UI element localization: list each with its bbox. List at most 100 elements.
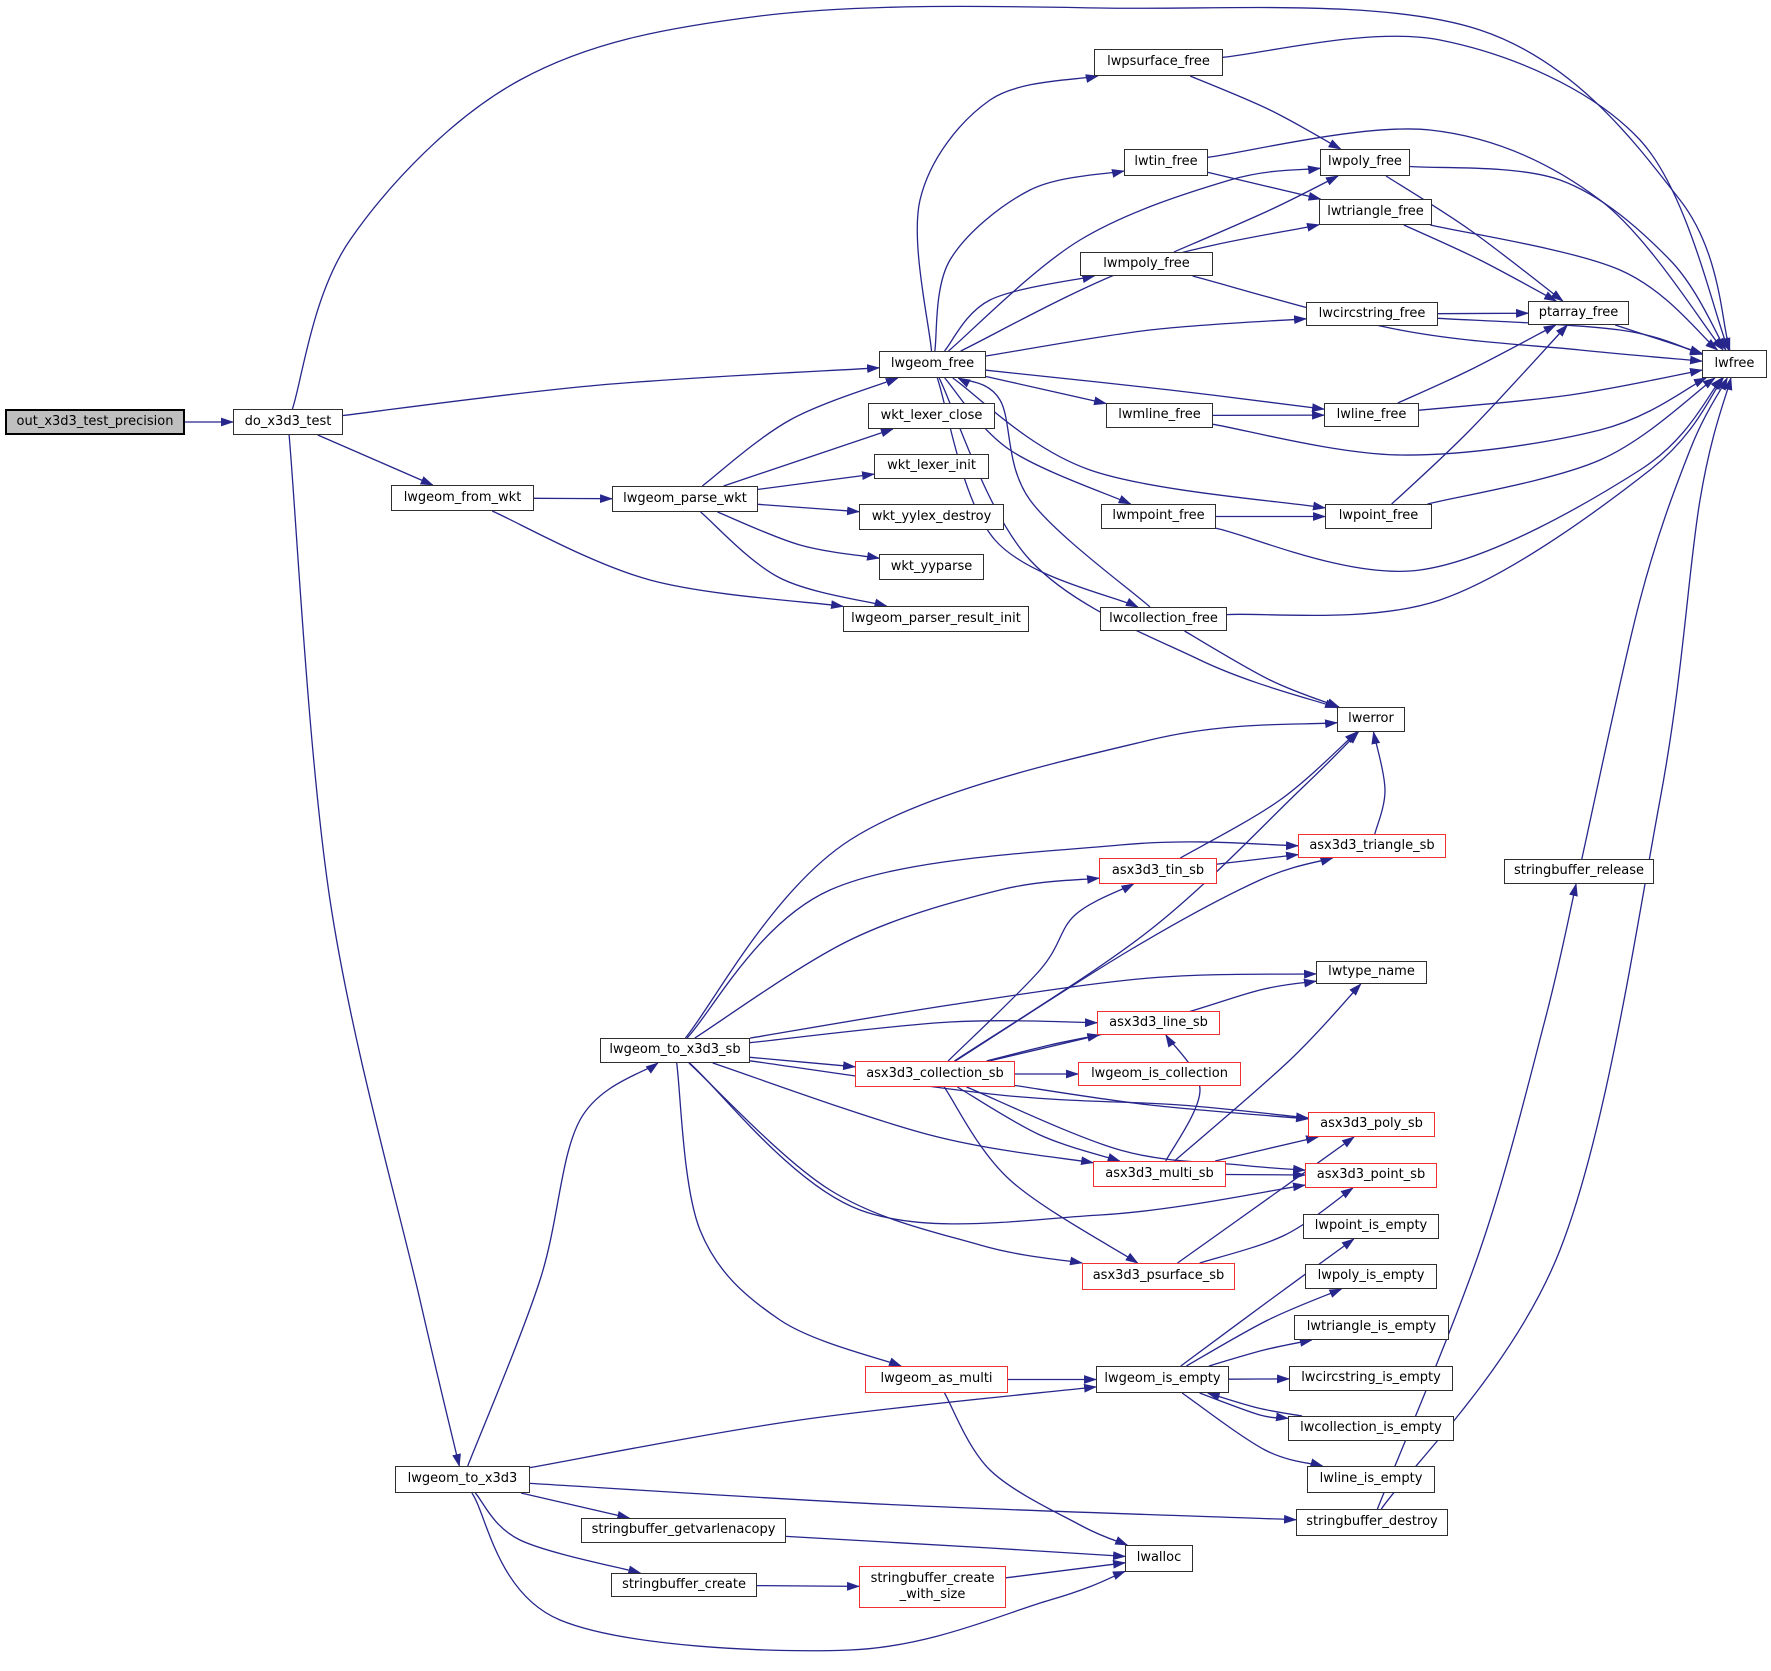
node-label: stringbuffer_release bbox=[1513, 863, 1644, 879]
edge-lwgeom_parse_wkt-wkt_lexer_init bbox=[757, 471, 876, 491]
edge-do_x3d3_test-lwfree bbox=[291, 5, 1731, 410]
node-lwline_free[interactable]: lwline_free bbox=[1324, 403, 1419, 427]
node-lwgeom_is_collection[interactable]: lwgeom_is_collection bbox=[1078, 1062, 1241, 1086]
node-asx3d3_collection_sb[interactable]: asx3d3_collection_sb bbox=[855, 1061, 1015, 1087]
node-lwgeom_free[interactable]: lwgeom_free bbox=[879, 351, 986, 378]
node-lwtype_name[interactable]: lwtype_name bbox=[1316, 961, 1427, 984]
edge-lwgeom_to_x3d3-lwgeom_to_x3d3_sb bbox=[467, 1062, 659, 1467]
node-lwgeom_parser_result_init[interactable]: lwgeom_parser_result_init bbox=[843, 606, 1029, 632]
node-lwpoly_free[interactable]: lwpoly_free bbox=[1320, 149, 1410, 176]
node-ptarray_free[interactable]: ptarray_free bbox=[1528, 301, 1629, 325]
edge-stringbuffer_create-stringbuffer_create_with_size bbox=[756, 1581, 861, 1591]
node-lwgeom_parse_wkt[interactable]: lwgeom_parse_wkt bbox=[612, 486, 758, 512]
edge-asx3d3_psurface_sb-asx3d3_point_sb bbox=[1199, 1187, 1354, 1264]
node-label: wkt_yyparse bbox=[890, 558, 973, 574]
node-lwtriangle_is_empty[interactable]: lwtriangle_is_empty bbox=[1294, 1315, 1449, 1340]
node-stringbuffer_getvarlenacopy[interactable]: stringbuffer_getvarlenacopy bbox=[581, 1518, 786, 1543]
node-asx3d3_tin_sb[interactable]: asx3d3_tin_sb bbox=[1099, 858, 1217, 884]
node-do_x3d3_test[interactable]: do_x3d3_test bbox=[233, 409, 343, 435]
node-label: stringbuffer_destroy bbox=[1306, 1514, 1438, 1530]
node-lwline_is_empty[interactable]: lwline_is_empty bbox=[1307, 1466, 1435, 1493]
edge-stringbuffer_destroy-stringbuffer_release bbox=[1376, 882, 1578, 1510]
edge-lwline_free-lwfree bbox=[1418, 368, 1704, 411]
node-label: lwmpoint_free bbox=[1112, 508, 1205, 524]
node-label: lwcircstring_is_empty bbox=[1301, 1370, 1441, 1386]
edge-stringbuffer_getvarlenacopy-lwalloc bbox=[785, 1535, 1127, 1561]
edge-do_x3d3_test-lwgeom_to_x3d3 bbox=[288, 434, 461, 1468]
edge-lwgeom_free-lwtin_free bbox=[934, 169, 1126, 352]
node-label: lwgeom_free bbox=[890, 356, 975, 372]
node-lwcircstring_is_empty[interactable]: lwcircstring_is_empty bbox=[1289, 1366, 1453, 1391]
node-label: lwerror bbox=[1348, 711, 1394, 727]
edge-asx3d3_triangle_sb-lwerror bbox=[1371, 730, 1386, 835]
edge-lwgeom_to_x3d3_sb-lwerror bbox=[684, 719, 1339, 1039]
node-stringbuffer_create[interactable]: stringbuffer_create bbox=[611, 1573, 757, 1597]
edge-lwgeom_from_wkt-lwgeom_parser_result_init bbox=[491, 510, 845, 610]
edge-lwgeom_free-lwcircstring_free bbox=[985, 315, 1308, 357]
node-wkt_lexer_init[interactable]: wkt_lexer_init bbox=[874, 454, 989, 479]
edge-asx3d3_psurface_sb-asx3d3_poly_sb bbox=[1177, 1136, 1355, 1264]
node-lwcollection_free[interactable]: lwcollection_free bbox=[1100, 607, 1227, 631]
node-lwmpoly_free[interactable]: lwmpoly_free bbox=[1080, 252, 1213, 276]
node-stringbuffer_create_with_size[interactable]: stringbuffer_create _with_size bbox=[859, 1566, 1006, 1608]
node-asx3d3_psurface_sb[interactable]: asx3d3_psurface_sb bbox=[1082, 1263, 1235, 1290]
node-stringbuffer_destroy[interactable]: stringbuffer_destroy bbox=[1296, 1509, 1448, 1536]
node-lwgeom_from_wkt[interactable]: lwgeom_from_wkt bbox=[391, 485, 534, 511]
node-lwgeom_to_x3d3[interactable]: lwgeom_to_x3d3 bbox=[395, 1466, 530, 1493]
node-lwerror[interactable]: lwerror bbox=[1337, 707, 1405, 732]
node-asx3d3_multi_sb[interactable]: asx3d3_multi_sb bbox=[1093, 1161, 1226, 1187]
edge-lwmpoly_free-lwpoly_free bbox=[1173, 175, 1339, 253]
node-lwmpoint_free[interactable]: lwmpoint_free bbox=[1101, 504, 1216, 529]
node-lwtin_free[interactable]: lwtin_free bbox=[1124, 149, 1208, 176]
node-stringbuffer_release[interactable]: stringbuffer_release bbox=[1504, 859, 1654, 884]
node-wkt_lexer_close[interactable]: wkt_lexer_close bbox=[868, 403, 995, 429]
node-lwgeom_to_x3d3_sb[interactable]: lwgeom_to_x3d3_sb bbox=[600, 1038, 750, 1063]
node-label: ptarray_free bbox=[1538, 304, 1619, 320]
edge-lwgeom_parse_wkt-wkt_yylex_destroy bbox=[757, 503, 861, 516]
node-wkt_yyparse[interactable]: wkt_yyparse bbox=[879, 554, 984, 580]
node-asx3d3_triangle_sb[interactable]: asx3d3_triangle_sb bbox=[1298, 834, 1446, 858]
edge-lwgeom_to_x3d3_sb-asx3d3_tin_sb bbox=[694, 875, 1101, 1039]
edge-lwgeom_free-lwmpoly_free bbox=[944, 274, 1096, 352]
node-label: lwpoly_is_empty bbox=[1317, 1268, 1425, 1284]
edge-asx3d3_collection_sb-asx3d3_multi_sb bbox=[957, 1086, 1121, 1162]
node-asx3d3_line_sb[interactable]: asx3d3_line_sb bbox=[1097, 1011, 1220, 1035]
node-asx3d3_point_sb[interactable]: asx3d3_point_sb bbox=[1305, 1163, 1437, 1188]
node-asx3d3_poly_sb[interactable]: asx3d3_poly_sb bbox=[1308, 1112, 1435, 1137]
node-lwgeom_is_empty[interactable]: lwgeom_is_empty bbox=[1096, 1366, 1229, 1393]
edge-lwgeom_to_x3d3-stringbuffer_create bbox=[474, 1492, 642, 1575]
node-lwpoint_is_empty[interactable]: lwpoint_is_empty bbox=[1303, 1214, 1439, 1239]
edge-lwpoint_free-lwfree bbox=[1427, 377, 1716, 505]
edge-lwgeom_parse_wkt-lwgeom_free bbox=[701, 377, 899, 487]
edge-lwgeom_is_empty-lwline_is_empty bbox=[1181, 1392, 1324, 1468]
edge-asx3d3_tin_sb-lwerror bbox=[1179, 731, 1358, 859]
node-label: stringbuffer_create bbox=[622, 1576, 746, 1592]
node-wkt_yylex_destroy[interactable]: wkt_yylex_destroy bbox=[859, 504, 1004, 530]
node-lwpsurface_free[interactable]: lwpsurface_free bbox=[1094, 49, 1223, 76]
node-label: lwcollection_free bbox=[1109, 610, 1218, 626]
edge-lwtriangle_free-lwfree bbox=[1430, 224, 1719, 351]
edge-lwgeom_free-lwtriangle_free bbox=[960, 223, 1321, 352]
node-lwcollection_is_empty[interactable]: lwcollection_is_empty bbox=[1288, 1416, 1454, 1441]
node-lwpoint_free[interactable]: lwpoint_free bbox=[1325, 504, 1432, 529]
node-label: lwalloc bbox=[1136, 1550, 1182, 1566]
edge-lwgeom_to_x3d3_sb-asx3d3_collection_sb bbox=[749, 1056, 857, 1071]
node-out_x3d3_test_precision[interactable]: out_x3d3_test_precision bbox=[5, 409, 185, 435]
edge-lwgeom_free-lwmline_free bbox=[985, 375, 1108, 406]
edge-lwmpoly_free-lwfree bbox=[1192, 275, 1704, 365]
node-lwalloc[interactable]: lwalloc bbox=[1125, 1545, 1193, 1572]
node-label: lwtriangle_free bbox=[1327, 203, 1424, 219]
edge-asx3d3_collection_sb-lwerror bbox=[954, 731, 1360, 1062]
node-lwmline_free[interactable]: lwmline_free bbox=[1106, 403, 1213, 428]
node-lwgeom_as_multi[interactable]: lwgeom_as_multi bbox=[865, 1366, 1008, 1393]
node-label: asx3d3_psurface_sb bbox=[1092, 1268, 1225, 1284]
node-lwtriangle_free[interactable]: lwtriangle_free bbox=[1319, 199, 1432, 225]
edge-asx3d3_collection_sb-asx3d3_psurface_sb bbox=[943, 1086, 1139, 1264]
node-lwpoly_is_empty[interactable]: lwpoly_is_empty bbox=[1305, 1264, 1437, 1289]
node-lwfree[interactable]: lwfree bbox=[1702, 350, 1767, 378]
node-lwcircstring_free[interactable]: lwcircstring_free bbox=[1306, 302, 1438, 326]
node-label: lwfree bbox=[1714, 355, 1755, 371]
edge-lwgeom_free-lwpoly_free bbox=[948, 165, 1322, 352]
edge-lwcollection_free-lwgeom_free bbox=[957, 377, 1151, 608]
